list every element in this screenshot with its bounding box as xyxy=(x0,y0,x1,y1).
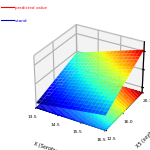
Y-axis label: X5 (soybean): X5 (soybean) xyxy=(135,122,150,149)
Text: standardized value: standardized value xyxy=(15,19,54,23)
X-axis label: X (Sorghum Seed): X (Sorghum Seed) xyxy=(33,141,77,150)
Text: predicted value: predicted value xyxy=(15,6,47,9)
